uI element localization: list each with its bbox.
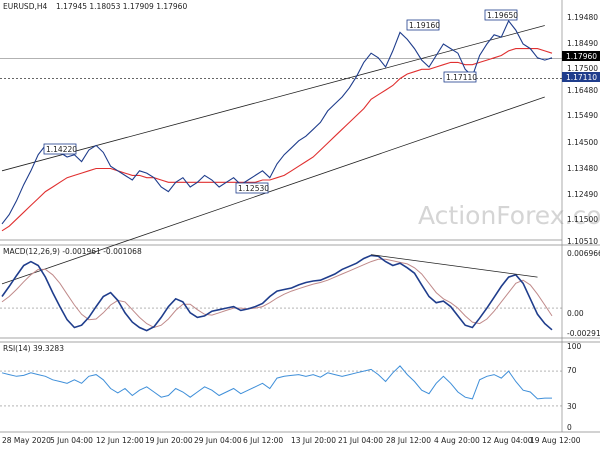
macd-tick-bottom: -0.002913 [567, 329, 600, 338]
x-label-8: 21 Jul 04:00 [338, 436, 383, 445]
annotation-5: 1.19650 [484, 9, 518, 21]
price-tick-1: 1.19480 [567, 13, 598, 22]
rsi-plot [0, 365, 562, 407]
price-tick-8: 1.12490 [567, 190, 598, 199]
macd-plot [0, 254, 562, 332]
channel-line-2 [1, 96, 545, 285]
annotation-3: 1.19160 [406, 19, 440, 31]
x-label-10: 4 Aug 20:00 [434, 436, 480, 445]
price-tick-5: 1.15490 [567, 111, 598, 120]
annotation-5-label: 1.19650 [487, 11, 518, 20]
support-level-label: 1.17110 [566, 73, 597, 82]
x-label-2: 5 Jun 04:00 [50, 436, 93, 445]
current-price-label: 1.17960 [566, 52, 597, 61]
ohlc-label: 1.17945 1.18053 1.17909 1.17960 [56, 2, 187, 11]
price-tick-9: 1.11500 [567, 215, 598, 224]
x-label-6: 6 Jul 12:00 [243, 436, 283, 445]
price-tick-3: 1.17500 [567, 64, 598, 73]
annotation-4: 1.17110 [443, 71, 477, 83]
rsi-tick-100: 100 [567, 342, 582, 351]
watermark: ActionForex.com [418, 201, 600, 230]
price-plot [0, 19, 562, 285]
moving-average-line [1, 48, 553, 232]
macd-divergence-line [371, 254, 538, 278]
rsi-tick-30: 30 [567, 402, 577, 411]
macd-signal-line [1, 258, 553, 329]
x-label-3: 12 Jun 12:00 [96, 436, 144, 445]
x-axis-labels: 28 May 2020 5 Jun 04:00 12 Jun 12:00 19 … [2, 436, 581, 445]
rsi-tick-0: 0 [567, 423, 572, 432]
price-tick-6: 1.14500 [567, 138, 598, 147]
annotation-4-label: 1.17110 [446, 73, 477, 82]
x-label-7: 13 Jul 20:00 [291, 436, 336, 445]
x-label-11: 12 Aug 04:00 [482, 436, 533, 445]
price-line [1, 19, 553, 225]
x-label-5: 29 Jun 04:00 [194, 436, 242, 445]
price-tick-2: 1.18490 [567, 39, 598, 48]
annotation-1: 1.14220 [43, 143, 77, 155]
macd-title: MACD(12,26,9) -0.001961 -0.001068 [3, 247, 142, 256]
x-label-4: 19 Jun 20:00 [145, 436, 193, 445]
rsi-title: RSI(14) 39.3283 [3, 344, 64, 353]
macd-tick-zero: 0.00 [567, 309, 584, 318]
annotation-2: 1.12530 [235, 182, 269, 194]
price-tick-4: 1.16480 [567, 86, 598, 95]
x-label-9: 28 Jul 12:00 [386, 436, 431, 445]
macd-tick-top: 0.006966 [567, 249, 600, 258]
channel-line-1 [1, 25, 545, 172]
current-price-marker: 1.17960 [562, 51, 600, 61]
price-tick-10: 1.10510 [567, 237, 598, 246]
annotation-1-label: 1.14220 [46, 145, 77, 154]
support-level-marker: 1.17110 [562, 72, 600, 82]
x-label-12: 19 Aug 12:00 [530, 436, 581, 445]
symbol-label: EURUSD,H4 [3, 2, 47, 11]
annotation-3-label: 1.19160 [409, 21, 440, 30]
rsi-tick-70: 70 [567, 366, 577, 375]
price-tick-7: 1.13480 [567, 164, 598, 173]
x-label-1: 28 May 2020 [2, 436, 51, 445]
annotation-2-label: 1.12530 [238, 184, 269, 193]
rsi-line [1, 365, 552, 400]
macd-main-line [1, 254, 553, 332]
